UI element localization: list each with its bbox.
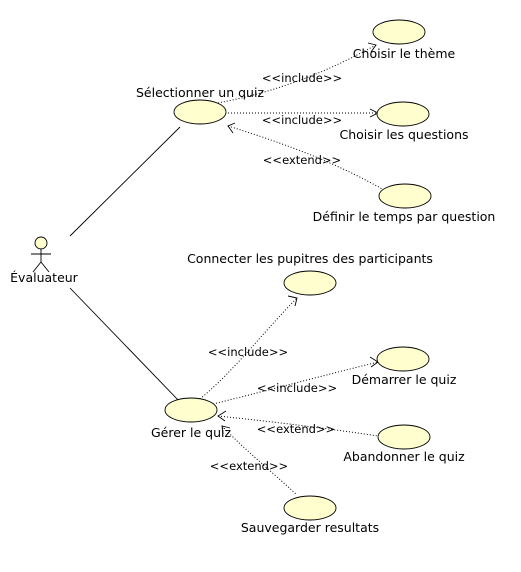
dependency-include-demarrer: [212, 361, 379, 405]
stereotype-extend-sauvegarder: <<extend>>: [210, 459, 288, 473]
label-choisir-questions: Choisir les questions: [339, 127, 468, 142]
dependency-extend-sauvegarder: [221, 425, 298, 496]
use-case-demarrer-quiz[interactable]: [376, 346, 430, 372]
stereotype-include-questions: <<include>>: [262, 113, 342, 127]
stereotype-include-theme: <<include>>: [262, 71, 342, 85]
arrowhead-connecter: [287, 295, 298, 307]
use-case-gerer-quiz[interactable]: [164, 397, 218, 423]
use-case-definir-temps[interactable]: [378, 183, 432, 209]
actor-evaluateur-icon: [31, 236, 51, 273]
actor-label: Évaluateur: [10, 270, 79, 285]
association-gerer: [69, 287, 181, 403]
use-case-connecter-pupitres[interactable]: [283, 270, 337, 296]
label-definir-temps: Définir le temps par question: [313, 209, 496, 224]
label-selectionner-quiz: Sélectionner un quiz: [136, 85, 264, 100]
use-case-abandonner-quiz[interactable]: [377, 424, 431, 450]
dependency-extend-temps: [227, 125, 385, 191]
arrowhead-theme: [367, 42, 377, 53]
stereotype-extend-temps: <<extend>>: [263, 153, 341, 167]
label-choisir-theme: Choisir le thème: [353, 46, 456, 61]
stereotype-extend-abandonner: <<extend>>: [257, 422, 335, 436]
arrowhead-sauvegarder: [221, 425, 231, 435]
arrowhead-temps: [227, 122, 236, 134]
arrowhead-abandonner: [217, 410, 227, 422]
use-case-choisir-questions[interactable]: [376, 101, 430, 127]
stereotype-include-connecter: <<include>>: [208, 345, 288, 359]
stereotype-include-demarrer: <<include>>: [257, 381, 337, 395]
use-case-choisir-theme[interactable]: [372, 19, 426, 45]
association-selectionner: [69, 126, 181, 237]
label-connecter-pupitres: Connecter les pupitres des participants: [187, 251, 433, 266]
dependency-include-connecter: [199, 297, 298, 400]
label-demarrer-quiz: Démarrer le quiz: [352, 372, 457, 387]
label-sauvegarder-resultats: Sauvegarder resultats: [241, 520, 379, 535]
label-gerer-quiz: Gérer le quiz: [151, 425, 232, 440]
label-abandonner-quiz: Abandonner le quiz: [343, 449, 465, 464]
use-case-sauvegarder-resultats[interactable]: [283, 495, 337, 521]
use-case-selectionner-quiz[interactable]: [173, 99, 227, 125]
dependency-include-theme: [211, 44, 377, 105]
